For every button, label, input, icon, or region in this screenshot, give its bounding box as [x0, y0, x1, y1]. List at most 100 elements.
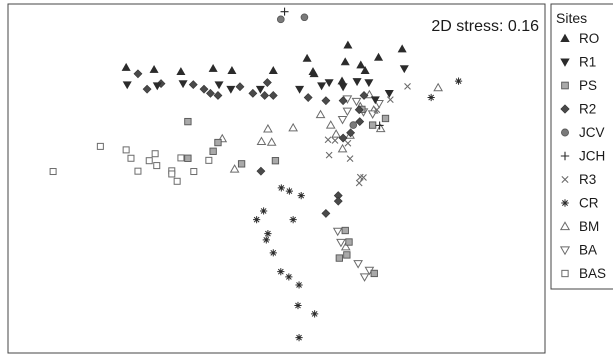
point-r2-21	[321, 208, 331, 218]
point-r1-5	[255, 85, 265, 94]
point-r3-0	[373, 106, 381, 114]
point-r2-12	[303, 93, 313, 102]
point-ba-10	[359, 273, 370, 282]
point-r3-10	[355, 179, 363, 187]
legend-marker-jch	[560, 151, 570, 161]
legend: Sites RO R1 PS R2 JCV JCH R3 CR BM BA BAS	[550, 3, 613, 290]
point-r3-8	[324, 136, 332, 144]
point-ps-13	[368, 121, 377, 129]
point-cr-12	[285, 273, 293, 281]
point-ba-0	[337, 116, 348, 125]
legend-entry-r3: R3	[561, 172, 596, 187]
legend-marker-ps	[561, 81, 569, 90]
point-r2-1	[142, 84, 152, 94]
point-ps-2	[209, 147, 217, 155]
legend-label-bm: BM	[579, 219, 599, 234]
point-bas-2	[127, 154, 135, 162]
point-r2-11	[268, 91, 278, 100]
point-ro-15	[309, 69, 319, 78]
point-ba-3	[374, 99, 384, 109]
legend-marker-ro	[560, 33, 570, 42]
legend-entry-jcv: JCV	[561, 125, 605, 140]
legend-entry-r2: R2	[560, 102, 596, 117]
point-bm-4	[266, 137, 277, 146]
point-bas-11	[190, 168, 198, 176]
point-r1-11	[364, 79, 374, 88]
point-cr-7	[260, 207, 268, 215]
point-r1-2	[178, 80, 188, 89]
point-r2-13	[321, 96, 331, 106]
legend-entry-ps: PS	[561, 78, 597, 93]
point-r1-6	[295, 85, 305, 94]
point-r2-17	[346, 128, 356, 138]
point-r2-7	[235, 82, 245, 92]
point-r2-16	[354, 105, 364, 115]
point-bm-6	[288, 122, 299, 132]
legend-label-r3: R3	[579, 172, 596, 187]
point-r2-23	[359, 91, 369, 100]
point-r1-4	[226, 85, 236, 94]
point-r1-14	[370, 96, 380, 105]
plot-frame	[7, 3, 546, 354]
point-ro-9	[340, 57, 350, 66]
point-r2-6	[213, 91, 223, 100]
point-bm-13	[337, 143, 348, 153]
point-r3-6	[344, 139, 352, 147]
point-r1-12	[399, 65, 409, 74]
point-r3-4	[356, 173, 364, 181]
point-ps-8	[343, 251, 351, 259]
point-bm-7	[315, 109, 326, 119]
point-bm-12	[331, 129, 341, 138]
point-ba-9	[353, 260, 363, 269]
point-ps-1	[214, 138, 222, 147]
point-ro-4	[227, 66, 237, 74]
point-ro-1	[149, 65, 159, 73]
point-cr-13	[295, 281, 303, 289]
point-r2-0	[133, 69, 143, 79]
point-bm-3	[256, 136, 267, 146]
point-jch-0	[280, 7, 289, 16]
legend-label-cr: CR	[579, 196, 599, 211]
stress-annotation: 2D stress: 0.16	[431, 18, 539, 35]
legend-label-ba: BA	[579, 243, 597, 258]
legend-marker-cr	[561, 199, 569, 207]
point-ps-0	[184, 117, 192, 126]
point-ro-0	[121, 62, 131, 71]
point-r2-3	[188, 80, 198, 90]
point-bas-3	[151, 150, 159, 158]
point-bm-15	[375, 123, 386, 133]
point-r3-7	[331, 137, 339, 144]
point-cr-15	[311, 310, 319, 318]
point-cr-0	[454, 77, 463, 85]
point-r2-10	[262, 78, 272, 87]
point-cr-8	[264, 230, 272, 238]
point-ps-11	[381, 114, 390, 123]
point-cr-11	[277, 268, 285, 276]
point-r2-9	[260, 91, 270, 100]
point-bas-10	[168, 170, 176, 178]
point-r2-22	[333, 196, 343, 206]
point-ba-7	[332, 227, 343, 237]
legend-label-jch: JCH	[579, 149, 605, 164]
point-r3-9	[325, 151, 333, 159]
legend-marker-ba	[559, 246, 571, 256]
point-ro-8	[302, 53, 312, 62]
legend-entry-bm: BM	[559, 219, 599, 234]
point-r1-10	[352, 78, 362, 87]
point-r2-14	[338, 96, 348, 106]
point-cr-1	[427, 93, 435, 102]
legend-label-jcv: JCV	[579, 125, 605, 140]
point-ro-3	[208, 63, 218, 72]
point-r1-7	[317, 82, 327, 91]
legend-entry-r1: R1	[560, 55, 596, 70]
point-ps-3	[184, 154, 192, 162]
point-ro-2	[176, 67, 186, 76]
legend-marker-jcv	[561, 128, 569, 137]
point-ro-14	[337, 76, 347, 85]
point-ro-13	[360, 66, 370, 74]
point-jch-1	[375, 121, 384, 130]
legend-entry-ro: RO	[560, 31, 599, 46]
point-cr-9	[262, 236, 270, 244]
point-bm-8	[325, 120, 336, 129]
